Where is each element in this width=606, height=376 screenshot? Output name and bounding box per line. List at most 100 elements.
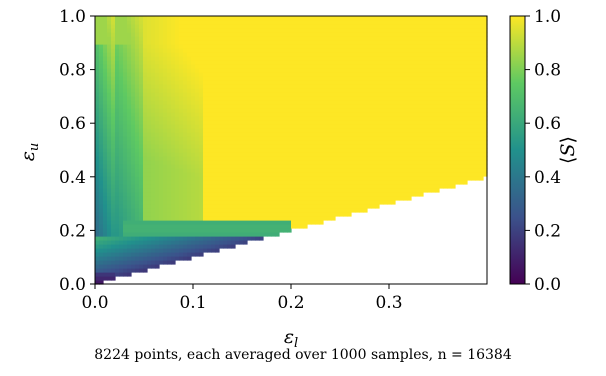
heatmap-cell	[179, 40, 184, 45]
heatmap-cell	[155, 84, 160, 89]
heatmap-cell	[131, 172, 136, 177]
heatmap-cell	[391, 140, 396, 145]
heatmap-cell	[231, 196, 236, 201]
heatmap-cell	[391, 32, 396, 37]
heatmap-cell	[427, 36, 432, 41]
heatmap-cell	[175, 232, 180, 237]
heatmap-cell	[359, 164, 364, 169]
heatmap-cell	[391, 112, 396, 117]
heatmap-cell	[431, 104, 436, 109]
heatmap-cell	[371, 176, 376, 181]
heatmap-cell	[223, 144, 228, 149]
heatmap-cell	[107, 236, 112, 241]
heatmap-cell	[351, 136, 356, 141]
heatmap-cell	[439, 64, 444, 69]
heatmap-cell	[291, 172, 296, 177]
heatmap-cell	[335, 192, 340, 197]
heatmap-cell	[407, 176, 412, 181]
heatmap-cell	[223, 36, 228, 41]
heatmap-cell	[447, 60, 452, 65]
heatmap-cell	[203, 176, 208, 181]
heatmap-cell	[287, 220, 292, 225]
heatmap-cell	[371, 92, 376, 97]
heatmap-cell	[163, 132, 168, 137]
heatmap-cell	[215, 128, 220, 133]
heatmap-cell	[151, 60, 156, 65]
heatmap-cell	[243, 16, 248, 21]
heatmap-cell	[327, 76, 332, 81]
heatmap-cell	[283, 136, 288, 141]
heatmap-cell	[111, 164, 116, 169]
heatmap-cell	[183, 28, 188, 33]
heatmap-cell	[431, 144, 436, 149]
heatmap-cell	[223, 156, 228, 161]
heatmap-cell	[451, 136, 456, 141]
heatmap-cell	[383, 92, 388, 97]
heatmap-cell	[419, 96, 424, 101]
heatmap-cell	[443, 76, 448, 81]
heatmap-cell	[115, 200, 120, 205]
heatmap-cell	[299, 100, 304, 105]
heatmap-cell	[311, 192, 316, 197]
heatmap-cell	[327, 124, 332, 129]
heatmap-cell	[283, 196, 288, 201]
heatmap-cell	[451, 84, 456, 89]
heatmap-cell	[147, 244, 152, 249]
heatmap-cell	[119, 72, 124, 77]
heatmap-cell	[279, 64, 284, 69]
heatmap-cell	[459, 60, 464, 65]
heatmap-cell	[383, 48, 388, 53]
heatmap-cell	[171, 120, 176, 125]
heatmap-cell	[311, 32, 316, 37]
heatmap-cell	[355, 176, 360, 181]
heatmap-cell	[419, 100, 424, 105]
heatmap-cell	[215, 188, 220, 193]
heatmap-cell	[379, 104, 384, 109]
heatmap-cell	[451, 52, 456, 57]
heatmap-cell	[139, 148, 144, 153]
heatmap-cell	[187, 188, 192, 193]
heatmap-cell	[207, 124, 212, 129]
heatmap-cell	[127, 240, 132, 245]
heatmap-cell	[451, 172, 456, 177]
heatmap-cell	[111, 148, 116, 153]
heatmap-cell	[275, 188, 280, 193]
heatmap-cell	[207, 192, 212, 197]
heatmap-cell	[275, 120, 280, 125]
heatmap-cell	[191, 204, 196, 209]
heatmap-cell	[195, 172, 200, 177]
heatmap-cell	[303, 160, 308, 165]
heatmap-cell	[387, 140, 392, 145]
heatmap-cell	[271, 232, 276, 237]
heatmap-cell	[99, 220, 104, 225]
heatmap-cell	[203, 64, 208, 69]
heatmap-cell	[131, 132, 136, 137]
heatmap-cell	[203, 204, 208, 209]
heatmap-cell	[183, 232, 188, 237]
heatmap-cell	[95, 164, 100, 169]
heatmap-cell	[435, 116, 440, 121]
heatmap-cell	[455, 100, 460, 105]
heatmap-cell	[459, 100, 464, 105]
heatmap-cell	[367, 16, 372, 21]
heatmap-cell	[227, 68, 232, 73]
heatmap-cell	[403, 164, 408, 169]
heatmap-cell	[399, 104, 404, 109]
heatmap-cell	[159, 148, 164, 153]
heatmap-cell	[443, 112, 448, 117]
heatmap-cell	[395, 116, 400, 121]
heatmap-cell	[295, 16, 300, 21]
heatmap-cell	[223, 244, 228, 249]
heatmap-cell	[351, 72, 356, 77]
heatmap-cell	[359, 56, 364, 61]
heatmap-cell	[339, 204, 344, 209]
heatmap-cell	[175, 80, 180, 85]
heatmap-cell	[403, 88, 408, 93]
heatmap-cell	[219, 196, 224, 201]
heatmap-cell	[127, 192, 132, 197]
heatmap-cell	[227, 112, 232, 117]
heatmap-cell	[299, 148, 304, 153]
heatmap-cell	[447, 184, 452, 189]
heatmap-cell	[179, 16, 184, 21]
heatmap-cell	[167, 184, 172, 189]
